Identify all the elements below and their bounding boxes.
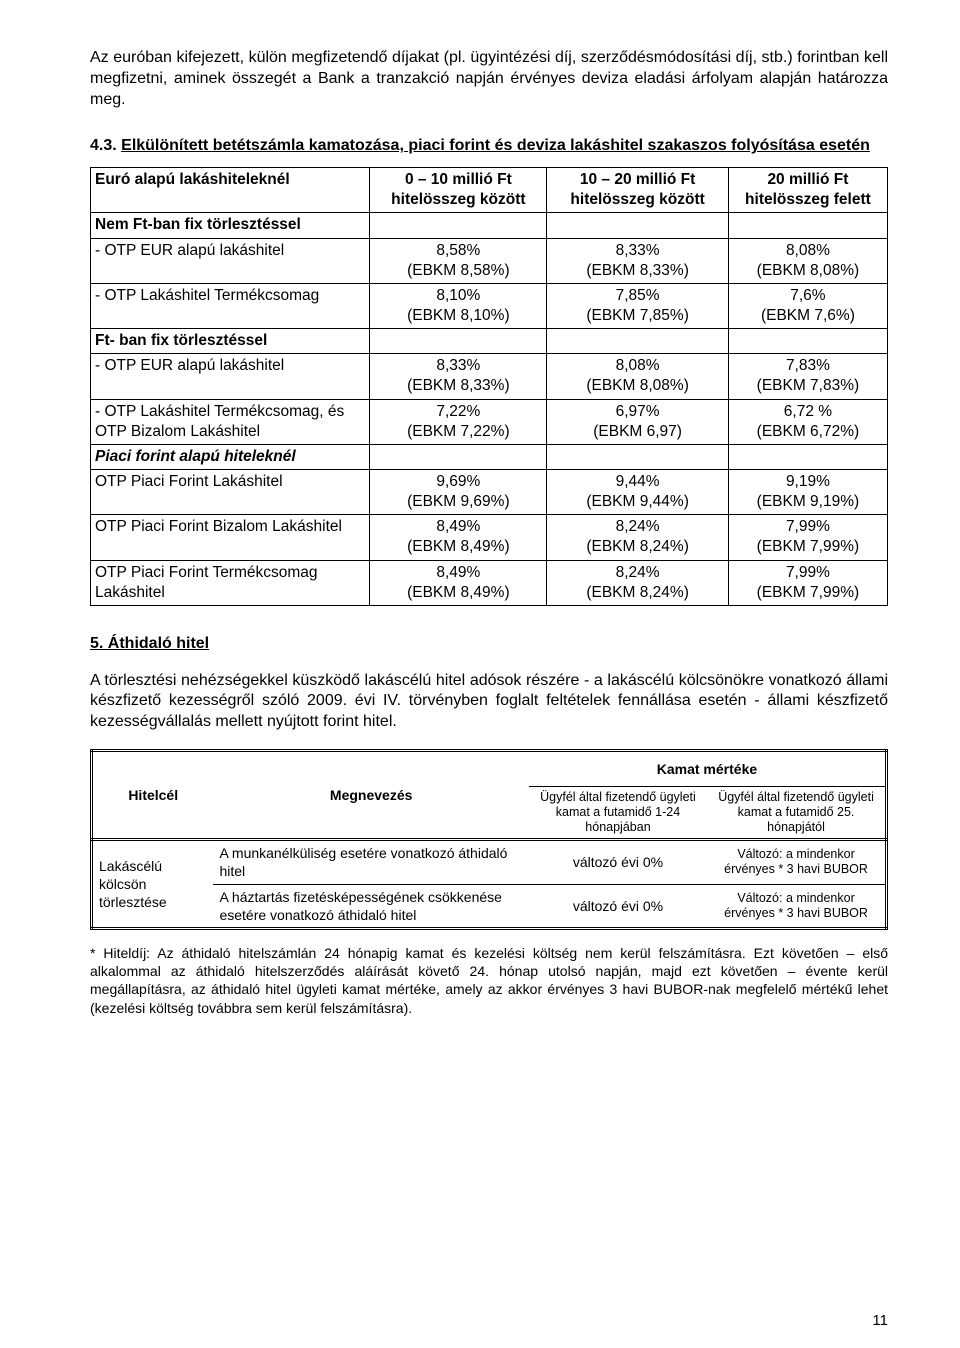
- table-cell: 8,49% (EBKM 8,49%): [370, 515, 547, 560]
- table-cell: 8,08% (EBKM 8,08%): [728, 238, 887, 283]
- table-cell: [370, 213, 547, 238]
- table-cell: [728, 213, 887, 238]
- section-4-3-heading: 4.3. Elkülönített betétszámla kamatozása…: [90, 136, 888, 157]
- table-cell: 7,99% (EBKM 7,99%): [728, 515, 887, 560]
- table-cell: [728, 444, 887, 469]
- t2-h-hitelcel: Hitelcél: [92, 751, 214, 840]
- rates-table: Euró alapú lakáshiteleknél 0 – 10 millió…: [90, 167, 888, 606]
- col1-header: 0 – 10 millió Ft hitelösszeg között: [370, 168, 547, 213]
- section-number: 4.3.: [90, 137, 117, 154]
- t2-r1-c1: változó évi 0%: [529, 840, 707, 884]
- athidalo-table: Hitelcél Megnevezés Kamat mértéke Ügyfél…: [90, 749, 888, 930]
- table-cell: [370, 444, 547, 469]
- table-cell: 9,69% (EBKM 9,69%): [370, 470, 547, 515]
- table-row-label: - OTP EUR alapú lakáshitel: [91, 238, 370, 283]
- t2-r1-c2: Változó: a mindenkor érvényes * 3 havi B…: [707, 840, 886, 884]
- t2-rowspan-label: Lakáscélú kölcsön törlesztése: [92, 840, 214, 929]
- table-cell: 8,33% (EBKM 8,33%): [370, 354, 547, 399]
- table-cell: 8,24% (EBKM 8,24%): [547, 515, 728, 560]
- section-5-heading: 5. Áthidaló hitel: [90, 634, 888, 655]
- table-cell: 6,97% (EBKM 6,97): [547, 399, 728, 444]
- table-cell: 6,72 % (EBKM 6,72%): [728, 399, 887, 444]
- section-title: Elkülönített betétszámla kamatozása, pia…: [121, 137, 870, 154]
- page-number: 11: [872, 1311, 888, 1331]
- table-row-label: - OTP EUR alapú lakáshitel: [91, 354, 370, 399]
- table-row-label: OTP Piaci Forint Bizalom Lakáshitel: [91, 515, 370, 560]
- table-row-label: Ft- ban fix törlesztéssel: [91, 329, 370, 354]
- table-cell: 9,44% (EBKM 9,44%): [547, 470, 728, 515]
- table-cell: 7,83% (EBKM 7,83%): [728, 354, 887, 399]
- table-cell: [728, 329, 887, 354]
- table-cell: 7,22% (EBKM 7,22%): [370, 399, 547, 444]
- table-cell: 7,99% (EBKM 7,99%): [728, 560, 887, 605]
- table-cell: [370, 329, 547, 354]
- col0-header: Euró alapú lakáshiteleknél: [91, 168, 370, 213]
- table-cell: [547, 444, 728, 469]
- table-row-label: Piaci forint alapú hiteleknél: [91, 444, 370, 469]
- intro-paragraph: Az euróban kifejezett, külön megfizetend…: [90, 48, 888, 110]
- table-cell: [547, 329, 728, 354]
- t2-sub2: Ügyfél által fizetendő ügyleti kamat a f…: [707, 787, 886, 840]
- table-row-label: OTP Piaci Forint Termékcsomag Lakáshitel: [91, 560, 370, 605]
- t2-r2-c1: változó évi 0%: [529, 884, 707, 928]
- t2-r2-megnev: A háztartás fizetésképességének csökkené…: [213, 884, 528, 928]
- col3-header: 20 millió Ft hitelösszeg felett: [728, 168, 887, 213]
- section-5-body: A törlesztési nehézségekkel küszködő lak…: [90, 671, 888, 733]
- t2-sub1: Ügyfél által fizetendő ügyleti kamat a f…: [529, 787, 707, 840]
- table-row-label: - OTP Lakáshitel Termékcsomag: [91, 283, 370, 328]
- table-cell: 7,6% (EBKM 7,6%): [728, 283, 887, 328]
- table-row-label: Nem Ft-ban fix törlesztéssel: [91, 213, 370, 238]
- table-cell: 8,33% (EBKM 8,33%): [547, 238, 728, 283]
- table-cell: [547, 213, 728, 238]
- table-cell: 8,10% (EBKM 8,10%): [370, 283, 547, 328]
- table-cell: 7,85% (EBKM 7,85%): [547, 283, 728, 328]
- footnote: * Hiteldíj: Az áthidaló hitelszámlán 24 …: [90, 944, 888, 1017]
- col2-header: 10 – 20 millió Ft hitelösszeg között: [547, 168, 728, 213]
- table-cell: 9,19% (EBKM 9,19%): [728, 470, 887, 515]
- t2-h-kamat: Kamat mértéke: [529, 751, 887, 787]
- table-cell: 8,58% (EBKM 8,58%): [370, 238, 547, 283]
- table-row-label: - OTP Lakáshitel Termékcsomag, és OTP Bi…: [91, 399, 370, 444]
- table-cell: 8,49% (EBKM 8,49%): [370, 560, 547, 605]
- table-cell: 8,24% (EBKM 8,24%): [547, 560, 728, 605]
- table-cell: 8,08% (EBKM 8,08%): [547, 354, 728, 399]
- t2-r1-megnev: A munkanélküliség esetére vonatkozó áthi…: [213, 840, 528, 884]
- t2-h-megnev: Megnevezés: [213, 751, 528, 840]
- t2-r2-c2: Változó: a mindenkor érvényes * 3 havi B…: [707, 884, 886, 928]
- table-row-label: OTP Piaci Forint Lakáshitel: [91, 470, 370, 515]
